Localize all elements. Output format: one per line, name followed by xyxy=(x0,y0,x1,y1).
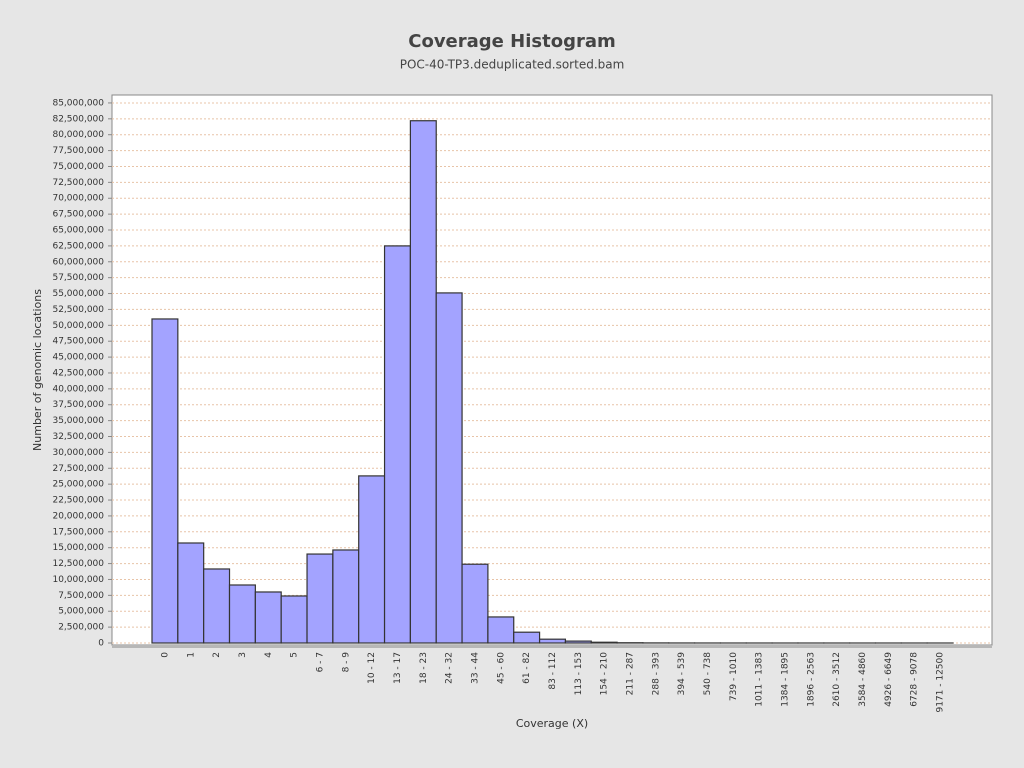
x-tick-label: 5 xyxy=(290,652,300,658)
y-tick-label: 22,500,000 xyxy=(52,496,104,506)
x-tick-label: 9171 - 12500 xyxy=(936,652,946,713)
y-tick-label: 25,000,000 xyxy=(52,480,104,490)
bar xyxy=(383,245,411,644)
y-tick-label: 0 xyxy=(98,639,104,649)
y-tick-label: 30,000,000 xyxy=(52,448,104,458)
y-tick-label: 80,000,000 xyxy=(52,130,104,140)
y-tick-label: 5,000,000 xyxy=(58,607,104,617)
y-tick-label: 77,500,000 xyxy=(52,146,104,156)
bar xyxy=(280,595,308,644)
y-tick-label: 27,500,000 xyxy=(52,464,104,474)
y-tick-label: 10,000,000 xyxy=(52,575,104,585)
y-tick-label: 17,500,000 xyxy=(52,527,104,537)
bar xyxy=(409,120,437,644)
x-tick-label: 4926 - 6649 xyxy=(884,652,894,707)
bar xyxy=(254,591,282,644)
x-tick-label: 0 xyxy=(160,652,170,658)
x-tick-label: 394 - 539 xyxy=(677,652,687,696)
bar xyxy=(487,616,515,644)
x-tick-label: 1 xyxy=(186,652,196,658)
y-tick-label: 32,500,000 xyxy=(52,432,104,442)
bar xyxy=(306,553,334,644)
y-tick-label: 65,000,000 xyxy=(52,226,104,236)
y-tick-label: 42,500,000 xyxy=(52,368,104,378)
x-tick-label: 113 - 153 xyxy=(574,652,584,695)
y-tick-label: 82,500,000 xyxy=(52,114,104,124)
x-tick-label: 540 - 738 xyxy=(703,652,713,696)
x-tick-label: 24 - 32 xyxy=(445,652,455,684)
bar xyxy=(564,640,592,644)
y-tick-label: 47,500,000 xyxy=(52,337,104,347)
y-axis-label: Number of genomic locations xyxy=(31,289,44,451)
x-tick-label: 1011 - 1383 xyxy=(755,652,765,707)
y-tick-label: 15,000,000 xyxy=(52,543,104,553)
x-tick-label: 739 - 1010 xyxy=(729,652,739,701)
y-tick-label: 45,000,000 xyxy=(52,353,104,363)
y-tick-label: 12,500,000 xyxy=(52,559,104,569)
y-tick-label: 7,500,000 xyxy=(58,591,104,601)
y-tick-label: 75,000,000 xyxy=(52,162,104,172)
x-tick-label: 3584 - 4860 xyxy=(858,652,868,707)
x-tick-label: 10 - 12 xyxy=(367,652,377,684)
x-tick-label: 2 xyxy=(212,652,222,658)
chart-title: Coverage Histogram xyxy=(408,31,615,52)
y-tick-label: 60,000,000 xyxy=(52,257,104,267)
x-tick-label: 154 - 210 xyxy=(600,652,610,696)
y-tick-label: 35,000,000 xyxy=(52,416,104,426)
y-tick-label: 62,500,000 xyxy=(52,241,104,251)
x-tick-label: 13 - 17 xyxy=(393,652,403,684)
y-tick-label: 2,500,000 xyxy=(58,623,104,633)
y-tick-label: 50,000,000 xyxy=(52,321,104,331)
y-tick-label: 20,000,000 xyxy=(52,511,104,521)
bar xyxy=(461,563,489,644)
x-tick-label: 1896 - 2563 xyxy=(806,652,816,707)
bar xyxy=(590,641,618,644)
x-tick-label: 2610 - 3512 xyxy=(832,652,842,707)
bar xyxy=(177,542,205,644)
x-axis-label: Coverage (X) xyxy=(516,717,588,730)
y-tick-label: 85,000,000 xyxy=(52,98,104,108)
bar xyxy=(228,584,256,644)
y-tick-label: 57,500,000 xyxy=(52,273,104,283)
x-tick-label: 1384 - 1895 xyxy=(781,652,791,707)
y-tick-label: 40,000,000 xyxy=(52,384,104,394)
x-tick-label: 288 - 393 xyxy=(651,652,661,695)
y-tick-label: 37,500,000 xyxy=(52,400,104,410)
x-tick-label: 45 - 60 xyxy=(496,652,506,684)
x-tick-label: 33 - 44 xyxy=(470,652,480,684)
chart-subtitle: POC-40-TP3.deduplicated.sorted.bam xyxy=(400,58,625,72)
x-tick-label: 18 - 23 xyxy=(419,652,429,684)
x-tick-label: 4 xyxy=(264,652,274,658)
y-tick-label: 72,500,000 xyxy=(52,178,104,188)
bar xyxy=(513,631,541,644)
y-tick-label: 67,500,000 xyxy=(52,210,104,220)
x-tick-label: 3 xyxy=(238,652,248,658)
bar xyxy=(538,638,567,644)
x-tick-label: 8 - 9 xyxy=(341,652,351,673)
bar xyxy=(435,292,463,644)
y-tick-label: 52,500,000 xyxy=(52,305,104,315)
bar xyxy=(151,318,179,644)
x-tick-label: 211 - 287 xyxy=(626,652,636,695)
bar xyxy=(203,568,231,644)
bar xyxy=(332,549,360,644)
bar xyxy=(358,475,386,644)
y-tick-label: 55,000,000 xyxy=(52,289,104,299)
x-tick-label: 6728 - 9078 xyxy=(910,652,920,707)
x-tick-label: 83 - 112 xyxy=(548,652,558,690)
y-tick-label: 70,000,000 xyxy=(52,194,104,204)
plot-area xyxy=(111,94,993,646)
x-tick-label: 6 - 7 xyxy=(315,652,325,672)
x-tick-label: 61 - 82 xyxy=(522,652,532,684)
